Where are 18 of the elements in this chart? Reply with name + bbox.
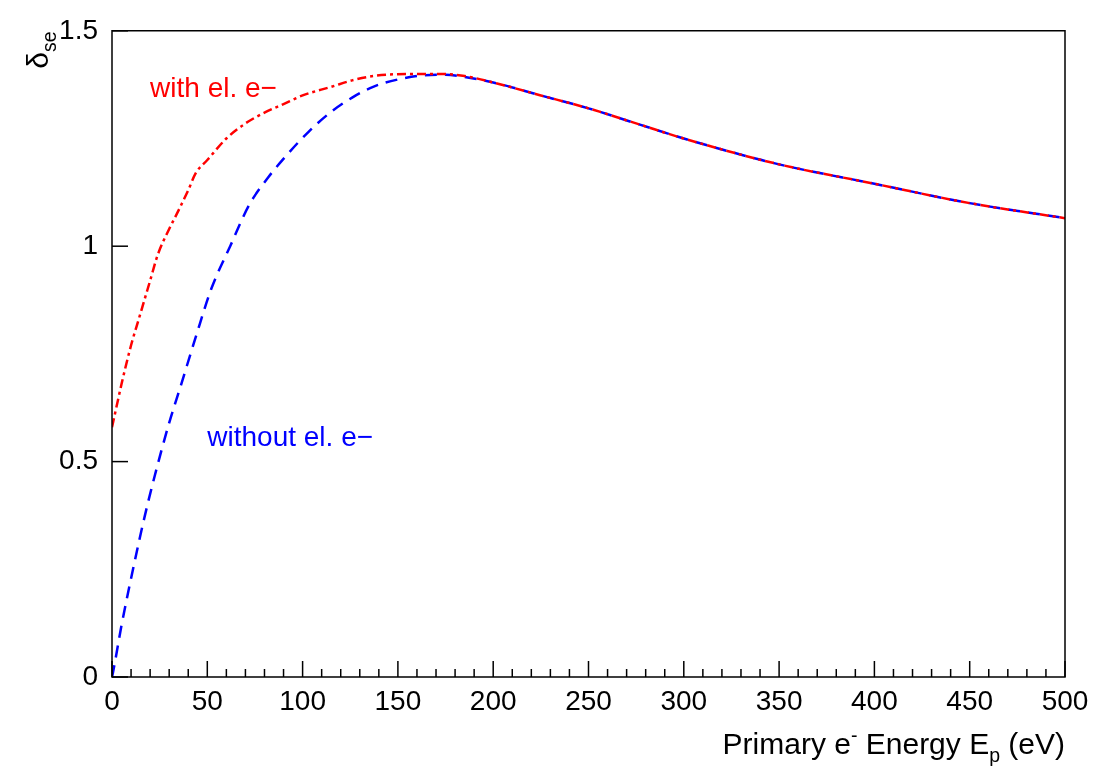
x-tick-label: 0 <box>104 684 120 716</box>
y-tick-label: 0.5 <box>59 444 98 476</box>
x-tick-label: 350 <box>755 684 803 716</box>
x-tick-label: 50 <box>191 684 223 716</box>
y-tick-label: 0 <box>82 659 98 691</box>
x-tick-label: 450 <box>946 684 994 716</box>
x-tick-label: 300 <box>660 684 708 716</box>
x-tick-label: 250 <box>565 684 612 716</box>
x-tick-label: 200 <box>469 684 517 716</box>
x-tick-label: 100 <box>279 684 326 716</box>
y-tick-label: 1.5 <box>59 13 98 45</box>
x-tick-label: 500 <box>1041 684 1089 716</box>
y-tick-label: 1 <box>82 228 98 260</box>
series-label: without el. e− <box>206 421 374 453</box>
series-label: with el. e− <box>149 72 277 104</box>
y-axis-title: δse <box>21 31 60 69</box>
x-tick-label: 400 <box>851 684 898 716</box>
x-tick-label: 150 <box>374 684 422 716</box>
